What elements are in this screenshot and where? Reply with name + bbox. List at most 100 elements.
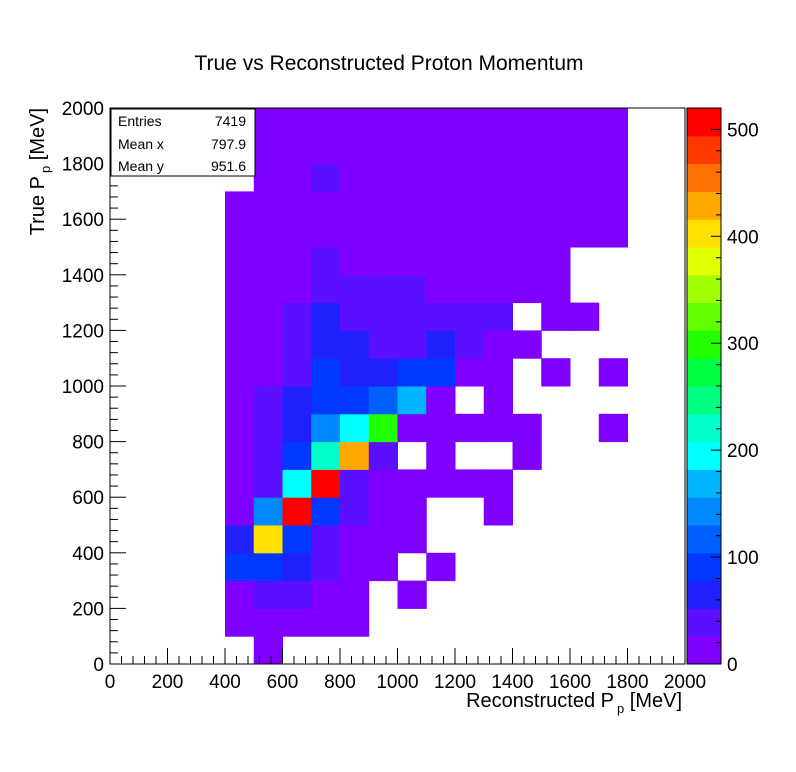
stats-mean-x-value: 797.9 [211, 136, 246, 152]
heatmap-cell [282, 274, 312, 304]
heatmap-cell [253, 552, 283, 582]
heatmap-cell [512, 330, 542, 359]
heatmap-cell [225, 358, 255, 387]
heatmap-cell [455, 469, 485, 498]
x-tick-label: 1000 [376, 672, 418, 693]
heatmap-cell [368, 413, 398, 443]
heatmap-cell [483, 302, 513, 331]
heatmap-cell [340, 608, 370, 637]
heatmap-cell [282, 413, 312, 443]
heatmap-cell [397, 163, 427, 192]
heatmap-cell [541, 108, 571, 137]
heatmap-cell [397, 135, 427, 165]
heatmap-cell [253, 274, 283, 304]
heatmap-cell [225, 469, 255, 498]
heatmap-cell [253, 330, 283, 359]
heatmap-cell [512, 108, 542, 137]
heatmap-cell [311, 302, 341, 331]
x-axis-label-unit: [MeV] [624, 690, 682, 712]
stats-box: Entries 7419 Mean x 797.9 Mean y 951.6 [110, 108, 256, 177]
heatmap-cell [397, 274, 427, 304]
stats-mean-y-value: 951.6 [211, 158, 246, 174]
x-tick-label: 1200 [434, 672, 476, 693]
z-tick-label: 0 [727, 655, 738, 676]
heatmap-cell [368, 525, 398, 554]
heatmap-cell [397, 191, 427, 220]
heatmap-cell [368, 135, 398, 165]
heatmap-cell [455, 219, 485, 248]
color-scale-band [687, 191, 721, 220]
heatmap-cell [570, 163, 600, 192]
heatmap-cell [397, 247, 427, 276]
y-tick-label: 200 [72, 599, 104, 620]
heatmap-cell [368, 191, 398, 220]
y-tick-label: 1000 [62, 377, 104, 398]
heatmap-cell [483, 497, 513, 526]
heatmap-cell [426, 191, 456, 220]
heatmap-cell [455, 413, 485, 443]
y-axis-label-subscript: p [38, 166, 53, 173]
heatmap-cell [455, 302, 485, 331]
heatmap-cell [340, 219, 370, 248]
y-tick-label: 1200 [62, 321, 104, 342]
heatmap-cell [225, 413, 255, 443]
x-tick-label: 1800 [606, 672, 648, 693]
heatmap-cell [340, 247, 370, 276]
heatmap-cell [426, 330, 456, 359]
heatmap-cell [570, 302, 600, 331]
heatmap-cell [311, 219, 341, 248]
heatmap-cell [340, 108, 370, 137]
heatmap-cell [483, 413, 513, 443]
heatmap-cell [483, 469, 513, 498]
heatmap-cell [397, 386, 427, 415]
heatmap-cell [225, 191, 255, 220]
color-scale-band [687, 469, 721, 498]
y-tick-label: 0 [93, 655, 104, 676]
heatmap-cell [311, 552, 341, 582]
heatmap-cell [598, 413, 628, 443]
heatmap-cell [598, 135, 628, 165]
heatmap-cell [455, 274, 485, 304]
heatmap-cell [282, 219, 312, 248]
heatmap-cell [311, 274, 341, 304]
heatmap-cell [455, 135, 485, 165]
heatmap-cell [426, 247, 456, 276]
heatmap-cell [483, 330, 513, 359]
heatmap-cell [368, 497, 398, 526]
heatmap-cell [512, 219, 542, 248]
heatmap-cell [282, 608, 312, 637]
heatmap-cell [340, 386, 370, 415]
heatmap-cell [426, 302, 456, 331]
heatmap-cell [282, 108, 312, 137]
heatmap-cell [225, 525, 255, 554]
heatmap-cell [340, 469, 370, 498]
heatmap-cell [225, 441, 255, 470]
heatmap-cell [282, 441, 312, 470]
heatmap-cell [455, 108, 485, 137]
heatmap-cell [340, 413, 370, 443]
z-tick-label: 200 [727, 441, 759, 462]
heatmap-cell [455, 163, 485, 192]
heatmap-cell [455, 358, 485, 387]
heatmap-cell [397, 358, 427, 387]
heatmap-cell [483, 358, 513, 387]
color-scale-band [687, 497, 721, 526]
heatmap-cell [282, 358, 312, 387]
heatmap-cell [253, 191, 283, 220]
heatmap-cell [225, 302, 255, 331]
y-axis-label-unit: [MeV] [27, 108, 49, 166]
color-scale-band [687, 135, 721, 165]
heatmap-cell [253, 219, 283, 248]
heatmap-cell [368, 108, 398, 137]
heatmap-cell [598, 108, 628, 137]
heatmap-cell [397, 302, 427, 331]
heatmap-cell [512, 441, 542, 470]
heatmap-cell [282, 302, 312, 331]
heatmap-cell [282, 163, 312, 192]
heatmap-cell [311, 247, 341, 276]
heatmap-cell [253, 302, 283, 331]
stats-entries-label: Entries [118, 113, 162, 129]
heatmap-cell [340, 191, 370, 220]
color-scale-band [687, 525, 721, 554]
